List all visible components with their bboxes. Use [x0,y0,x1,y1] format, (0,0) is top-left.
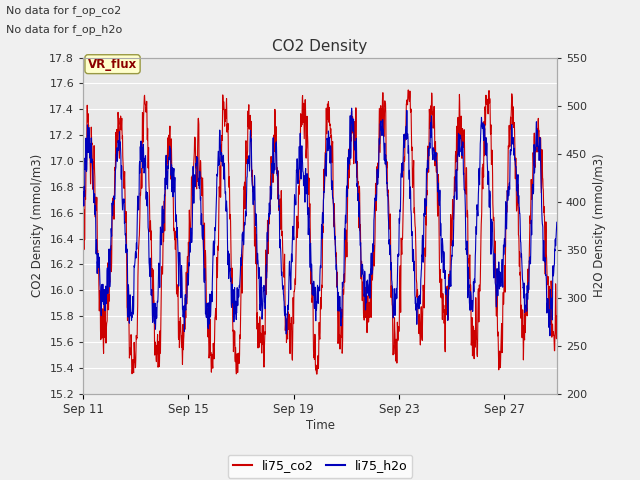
X-axis label: Time: Time [305,419,335,432]
Legend: li75_co2, li75_h2o: li75_co2, li75_h2o [228,455,412,478]
Text: VR_flux: VR_flux [88,58,137,71]
Title: CO2 Density: CO2 Density [273,39,367,54]
Text: No data for f_op_h2o: No data for f_op_h2o [6,24,123,35]
Y-axis label: CO2 Density (mmol/m3): CO2 Density (mmol/m3) [31,154,44,297]
Text: No data for f_op_co2: No data for f_op_co2 [6,5,122,16]
Y-axis label: H2O Density (mmol/m3): H2O Density (mmol/m3) [593,154,605,298]
